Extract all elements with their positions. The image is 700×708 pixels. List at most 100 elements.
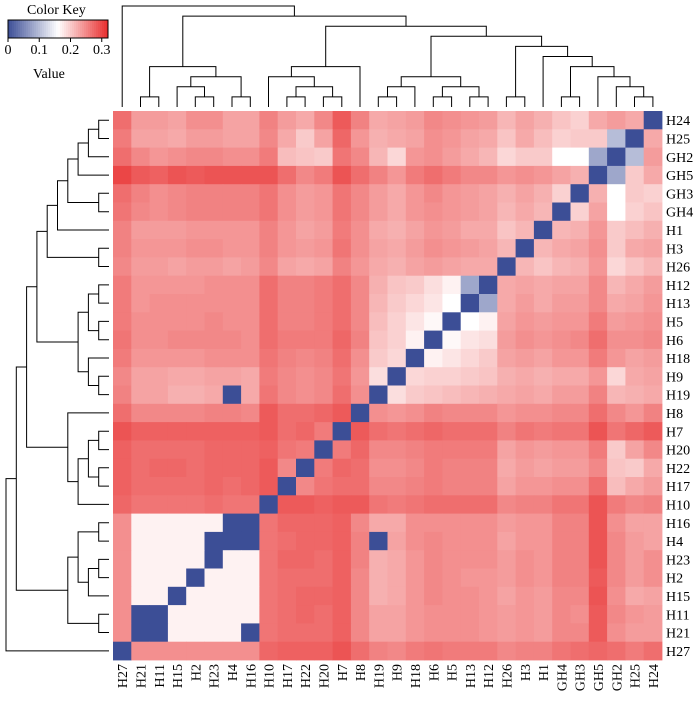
heatmap-cell bbox=[296, 458, 315, 478]
heatmap-cell bbox=[113, 623, 132, 643]
heatmap-cell bbox=[204, 422, 224, 441]
dendrogram-branch bbox=[77, 142, 109, 176]
heatmap-cell bbox=[387, 531, 407, 551]
heatmap-cell bbox=[460, 330, 480, 350]
heatmap-cell bbox=[515, 586, 535, 606]
heatmap-cell bbox=[497, 605, 516, 624]
heatmap-cell bbox=[442, 367, 462, 386]
heatmap-cell bbox=[552, 184, 571, 203]
heatmap-cell bbox=[460, 111, 480, 130]
heatmap-cell bbox=[296, 531, 315, 551]
heatmap-cell bbox=[424, 641, 443, 661]
heatmap-cell bbox=[515, 550, 535, 569]
heatmap-cell bbox=[607, 184, 626, 203]
heatmap-cell bbox=[149, 458, 169, 478]
column-label: H7 bbox=[336, 664, 351, 681]
heatmap-cell bbox=[149, 440, 169, 460]
heatmap-cell bbox=[204, 330, 224, 350]
heatmap-cell bbox=[570, 129, 590, 148]
heatmap-cell bbox=[442, 330, 462, 350]
heatmap-cell bbox=[332, 257, 352, 277]
color-key-step bbox=[90, 20, 93, 38]
heatmap-cell bbox=[607, 220, 626, 240]
heatmap-cell bbox=[387, 111, 407, 130]
heatmap-cell bbox=[515, 495, 535, 514]
heatmap-cell bbox=[460, 348, 480, 368]
heatmap-cell bbox=[186, 477, 205, 496]
heatmap-cell bbox=[167, 312, 187, 331]
color-key-step bbox=[84, 20, 87, 38]
heatmap-cell bbox=[204, 495, 224, 514]
heatmap-cell bbox=[405, 129, 425, 148]
heatmap-cell bbox=[387, 275, 407, 295]
heatmap-cell bbox=[424, 312, 443, 331]
heatmap-cell bbox=[350, 440, 370, 460]
heatmap-cell bbox=[533, 239, 553, 258]
heatmap-cell bbox=[497, 147, 516, 167]
heatmap-cell bbox=[241, 330, 260, 350]
heatmap-cell bbox=[222, 312, 242, 331]
heatmap-cell bbox=[204, 586, 224, 606]
heatmap-cell bbox=[387, 641, 407, 661]
heatmap-cell bbox=[296, 550, 315, 569]
heatmap-cell bbox=[570, 257, 590, 277]
heatmap-cell bbox=[643, 513, 663, 533]
heatmap-cell bbox=[607, 641, 626, 661]
heatmap-cell bbox=[479, 129, 498, 148]
heatmap-cell bbox=[113, 586, 132, 606]
column-label: H21 bbox=[134, 664, 149, 688]
heatmap-cell bbox=[570, 239, 590, 258]
heatmap-cell bbox=[259, 202, 279, 222]
heatmap-cell bbox=[497, 239, 516, 258]
heatmap-cell bbox=[296, 403, 315, 423]
heatmap-cell bbox=[515, 531, 535, 551]
heatmap-cell bbox=[369, 312, 388, 331]
heatmap-cell bbox=[497, 477, 516, 496]
dendrogram-branch bbox=[77, 311, 89, 373]
heatmap-cell bbox=[369, 458, 388, 478]
heatmap-cell bbox=[405, 239, 425, 258]
heatmap-cell bbox=[149, 239, 169, 258]
heatmap-cell bbox=[424, 422, 443, 441]
heatmap-cell bbox=[259, 165, 279, 185]
heatmap-cell bbox=[497, 385, 516, 405]
heatmap-cell bbox=[588, 641, 608, 661]
heatmap-cell bbox=[241, 403, 260, 423]
row-dendrogram bbox=[5, 119, 109, 652]
heatmap-cell bbox=[570, 385, 590, 405]
dendrogram-branch bbox=[67, 158, 99, 203]
heatmap-cell bbox=[204, 275, 224, 295]
heatmap-cell bbox=[625, 239, 645, 258]
heatmap-cell bbox=[259, 294, 279, 313]
heatmap-cell bbox=[497, 550, 516, 569]
heatmap-cell bbox=[405, 275, 425, 295]
heatmap-cell bbox=[369, 513, 388, 533]
heatmap-cell bbox=[241, 641, 260, 661]
heatmap-cell bbox=[405, 330, 425, 350]
heatmap-cell bbox=[643, 458, 663, 478]
heatmap-cell bbox=[570, 641, 590, 661]
heatmap-cell bbox=[314, 403, 333, 423]
heatmap-cell bbox=[167, 586, 187, 606]
heatmap-cell bbox=[222, 165, 242, 185]
heatmap-cell bbox=[296, 165, 315, 185]
heatmap-cell bbox=[442, 422, 462, 441]
row-label: H5 bbox=[666, 315, 683, 330]
heatmap-cell bbox=[204, 257, 224, 277]
heatmap-cell bbox=[552, 275, 571, 295]
heatmap-cell bbox=[332, 184, 352, 203]
heatmap-cell bbox=[149, 550, 169, 569]
heatmap-cell bbox=[167, 129, 187, 148]
heatmap-cell bbox=[533, 202, 553, 222]
heatmap-cell bbox=[643, 550, 663, 569]
color-key-tick-label: 0.1 bbox=[31, 43, 49, 58]
heatmap-cell bbox=[259, 239, 279, 258]
heatmap-cell bbox=[405, 367, 425, 386]
heatmap-cell bbox=[442, 147, 462, 167]
heatmap-cell bbox=[460, 550, 480, 569]
color-key-step bbox=[30, 20, 33, 38]
heatmap-cell bbox=[131, 641, 150, 661]
heatmap-cell bbox=[625, 550, 645, 569]
heatmap-cell bbox=[167, 294, 187, 313]
dendrogram-branch bbox=[121, 5, 295, 107]
